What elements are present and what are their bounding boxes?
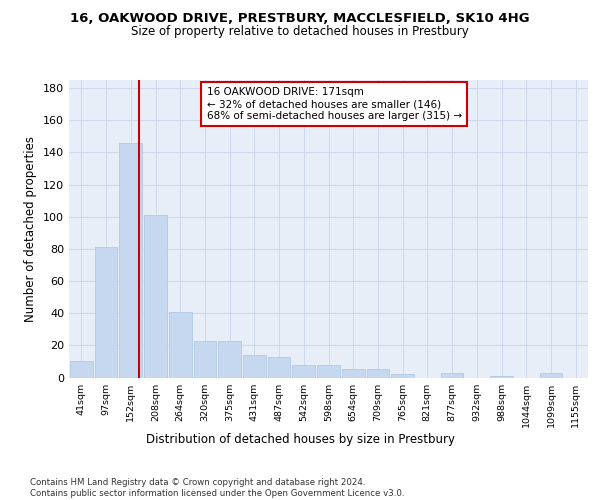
Bar [243, 355, 266, 378]
Bar [144, 215, 167, 378]
Bar [268, 356, 290, 378]
Text: 16 OAKWOOD DRIVE: 171sqm
← 32% of detached houses are smaller (146)
68% of semi-: 16 OAKWOOD DRIVE: 171sqm ← 32% of detach… [206, 88, 461, 120]
Bar [194, 340, 216, 378]
Text: Size of property relative to detached houses in Prestbury: Size of property relative to detached ho… [131, 25, 469, 38]
Bar [119, 142, 142, 378]
Y-axis label: Number of detached properties: Number of detached properties [25, 136, 37, 322]
Bar [218, 340, 241, 378]
Bar [342, 370, 365, 378]
Bar [367, 370, 389, 378]
Bar [70, 362, 93, 378]
Bar [317, 364, 340, 378]
Bar [539, 372, 562, 378]
Text: Contains HM Land Registry data © Crown copyright and database right 2024.
Contai: Contains HM Land Registry data © Crown c… [30, 478, 404, 498]
Bar [169, 312, 191, 378]
Text: Distribution of detached houses by size in Prestbury: Distribution of detached houses by size … [146, 432, 455, 446]
Bar [490, 376, 513, 378]
Bar [95, 247, 118, 378]
Bar [391, 374, 414, 378]
Text: 16, OAKWOOD DRIVE, PRESTBURY, MACCLESFIELD, SK10 4HG: 16, OAKWOOD DRIVE, PRESTBURY, MACCLESFIE… [70, 12, 530, 26]
Bar [441, 372, 463, 378]
Bar [292, 364, 315, 378]
